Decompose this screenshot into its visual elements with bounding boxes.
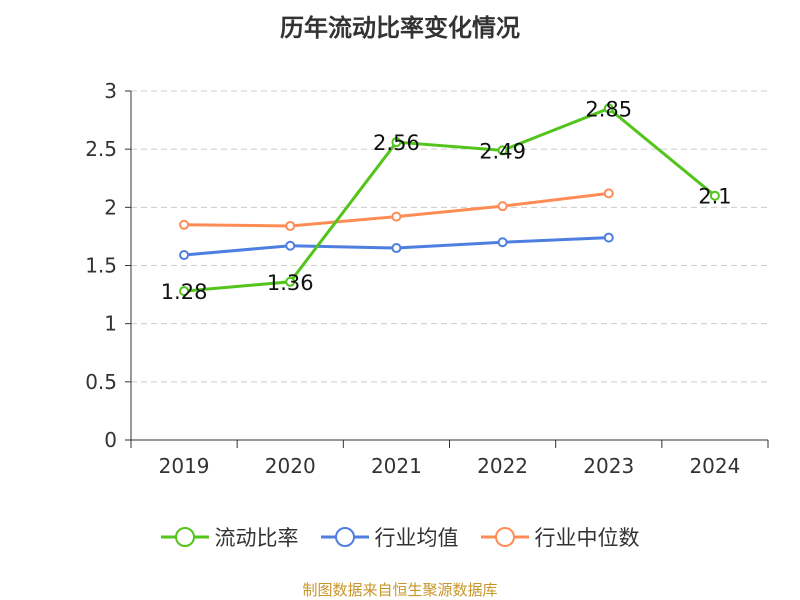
data-point: [497, 201, 508, 212]
data-point: [497, 145, 508, 156]
legend-item[interactable]: 行业中位数: [480, 522, 640, 552]
x-tick-label: 2020: [265, 454, 316, 478]
chart-title: 历年流动比率变化情况: [280, 14, 520, 42]
data-point: [285, 276, 296, 287]
x-tick-label: 2021: [371, 454, 422, 478]
data-point: [497, 237, 508, 248]
legend-label: 行业均值: [374, 526, 459, 550]
data-point: [285, 220, 296, 231]
x-tick-label: 2022: [477, 454, 528, 478]
data-point: [391, 243, 402, 254]
legend-marker-icon: [160, 527, 209, 547]
legend-label: 行业中位数: [534, 526, 640, 550]
legend-item[interactable]: 流动比率: [160, 522, 299, 552]
data-point: [603, 188, 614, 199]
x-tick-label: 2024: [689, 454, 740, 478]
y-tick-label: 0: [104, 428, 117, 452]
data-label: 2.85: [585, 97, 632, 121]
data-point: [709, 190, 720, 201]
legend-item[interactable]: 行业均值: [320, 522, 459, 552]
legend-label: 流动比率: [214, 526, 299, 550]
y-tick-label: 1.5: [85, 254, 117, 278]
series-line: [183, 106, 716, 293]
data-label: 2.1: [698, 185, 731, 209]
y-tick-label: 0.5: [85, 370, 117, 394]
data-label: 1.28: [161, 280, 208, 304]
data-point: [603, 232, 614, 243]
x-tick-label: 2019: [159, 454, 210, 478]
data-label: 1.36: [267, 271, 314, 295]
data-point: [603, 103, 614, 114]
data-label: 2.49: [479, 139, 526, 163]
data-point: [391, 211, 402, 222]
legend: 流动比率 行业均值 行业中位数: [0, 522, 800, 552]
legend-marker-icon: [320, 527, 369, 547]
data-label: 2.56: [373, 131, 420, 155]
data-point: [179, 219, 190, 230]
source-footer: 制图数据来自恒生聚源数据库: [302, 581, 498, 599]
data-point: [179, 286, 190, 297]
y-tick-label: 1: [104, 312, 117, 336]
data-point: [391, 137, 402, 148]
data-point: [179, 250, 190, 261]
legend-marker-icon: [480, 527, 529, 547]
x-tick-label: 2023: [583, 454, 634, 478]
y-tick-label: 2.5: [85, 137, 117, 161]
y-tick-label: 2: [104, 195, 117, 219]
data-point: [285, 240, 296, 251]
y-tick-label: 3: [104, 79, 117, 103]
